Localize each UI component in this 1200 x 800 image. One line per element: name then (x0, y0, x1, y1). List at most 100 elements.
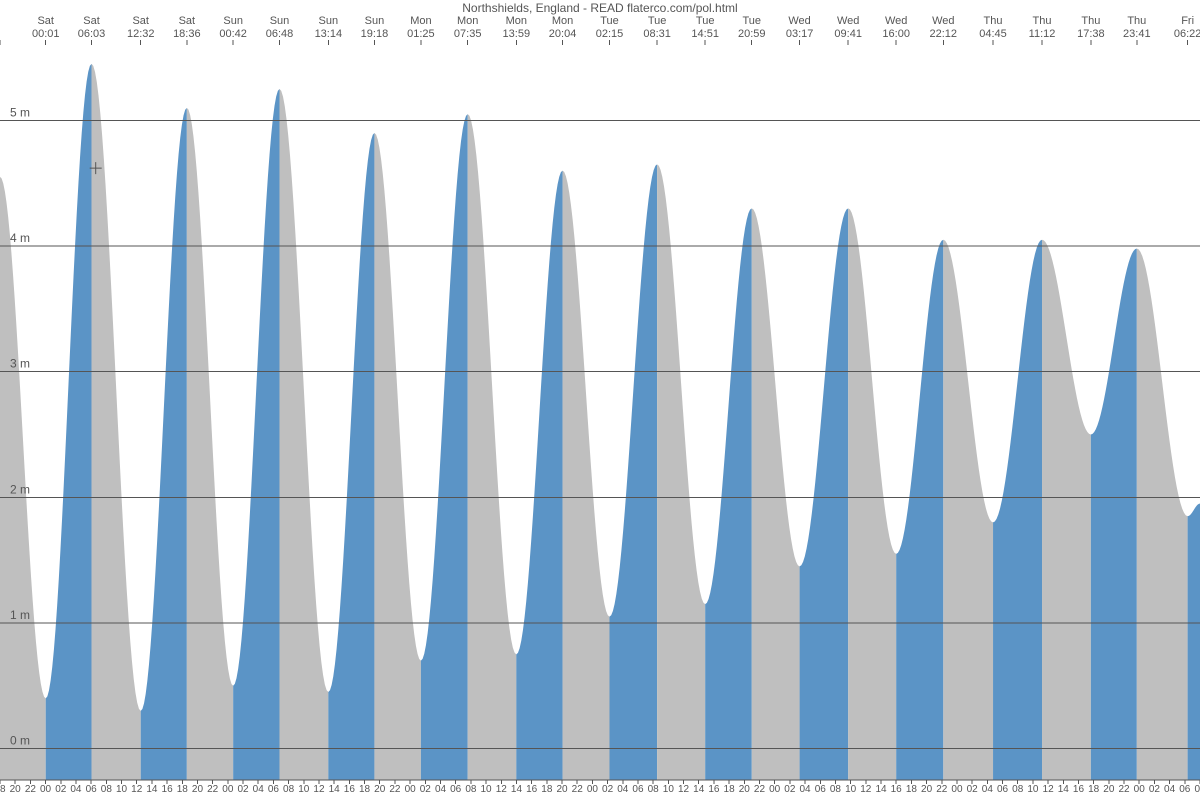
hour-label: 14 (693, 784, 705, 795)
top-label-time: 18:36 (173, 28, 201, 40)
hour-label: 10 (116, 784, 128, 795)
top-label-time: 09:41 (834, 28, 862, 40)
hour-label: 10 (481, 784, 493, 795)
top-label-day: Sat (37, 15, 54, 27)
top-label-day: Tue (742, 15, 761, 27)
hour-label: 22 (936, 784, 948, 795)
top-label-time: 06:48 (266, 28, 294, 40)
hour-label: 18 (906, 784, 918, 795)
top-label-day: Tue (648, 15, 667, 27)
hour-label: 20 (1103, 784, 1115, 795)
top-label-day: Sun (223, 15, 243, 27)
hour-label: 02 (784, 784, 796, 795)
top-label-time: 17:38 (1077, 28, 1105, 40)
top-label-time: 01:25 (407, 28, 435, 40)
hour-label: 02 (55, 784, 67, 795)
hour-label: 00 (769, 784, 781, 795)
y-axis-label: 3 m (10, 357, 30, 371)
hour-label: 20 (10, 784, 22, 795)
hour-label: 00 (40, 784, 52, 795)
hour-label: 04 (617, 784, 629, 795)
top-label-time: 04:45 (979, 28, 1007, 40)
hour-label: 06 (450, 784, 462, 795)
top-label-time: 08:31 (643, 28, 671, 40)
hour-label: 08 (465, 784, 477, 795)
top-label-time: 14:51 (691, 28, 719, 40)
top-label-time: 11:12 (1029, 28, 1056, 40)
top-label-time: 20:59 (738, 28, 766, 40)
hour-label: 02 (967, 784, 979, 795)
y-axis-label: 0 m (10, 734, 30, 748)
hour-label: 04 (253, 784, 265, 795)
hour-label: 04 (1164, 784, 1176, 795)
hour-label: 06 (815, 784, 827, 795)
hour-label: 18 (177, 784, 189, 795)
hour-label: 20 (192, 784, 204, 795)
hour-label: 20 (739, 784, 751, 795)
hour-label: 04 (800, 784, 812, 795)
hour-label: 00 (587, 784, 599, 795)
hour-label: 16 (708, 784, 720, 795)
hour-label: 22 (389, 784, 401, 795)
hour-label: 12 (496, 784, 508, 795)
top-label-day: Mon (552, 15, 573, 27)
hour-label: 18 (724, 784, 736, 795)
y-axis-label: 1 m (10, 608, 30, 622)
hour-label: 12 (313, 784, 325, 795)
hour-label: 06 (1179, 784, 1191, 795)
top-label-day: Mon (506, 15, 527, 27)
top-label-day: Sat (83, 15, 100, 27)
top-label-day: Wed (932, 15, 954, 27)
hour-label: 02 (420, 784, 432, 795)
hour-label: 20 (374, 784, 386, 795)
top-label-time: 02:15 (596, 28, 624, 40)
hour-label: 04 (435, 784, 447, 795)
hour-label: 22 (1118, 784, 1130, 795)
hour-label: 08 (1012, 784, 1024, 795)
hour-label: 06 (632, 784, 644, 795)
hour-label: 02 (602, 784, 614, 795)
hour-label: 18 (0, 784, 6, 795)
tide-rising-segment (1188, 504, 1200, 780)
hour-label: 02 (237, 784, 249, 795)
hour-label: 22 (754, 784, 766, 795)
hour-label: 10 (298, 784, 310, 795)
y-axis-label: 5 m (10, 105, 30, 119)
hour-label: 06 (997, 784, 1009, 795)
top-label-day: Fri (1181, 15, 1194, 27)
hour-label: 20 (556, 784, 568, 795)
top-label-time: 03:17 (786, 28, 814, 40)
top-label-day: Sun (365, 15, 385, 27)
hour-label: 04 (70, 784, 82, 795)
top-label-time: 13:59 (503, 28, 531, 40)
hour-label: 18 (359, 784, 371, 795)
top-label-day: Sun (319, 15, 339, 27)
top-label-time: 00:01 (32, 28, 60, 40)
hour-label: 08 (283, 784, 295, 795)
top-label-day: Wed (788, 15, 810, 27)
hour-label: 02 (1149, 784, 1161, 795)
top-label-day: Sun (270, 15, 290, 27)
top-label-day: Thu (1127, 15, 1146, 27)
top-label-day: Thu (984, 15, 1003, 27)
top-label-time: 12:32 (127, 28, 155, 40)
top-label-time: 07:35 (454, 28, 482, 40)
hour-label: 00 (951, 784, 963, 795)
hour-label: 12 (131, 784, 143, 795)
top-label-day: Mon (457, 15, 478, 27)
hour-label: 06 (86, 784, 98, 795)
y-axis-label: 4 m (10, 231, 30, 245)
hour-label: 14 (511, 784, 523, 795)
top-label-day: Sat (179, 15, 196, 27)
top-label-day: Thu (1033, 15, 1052, 27)
hour-label: 14 (146, 784, 158, 795)
top-label-day: Tue (696, 15, 715, 27)
hour-label: 00 (222, 784, 234, 795)
hour-label: 08 (101, 784, 113, 795)
top-label-time: 20:04 (549, 28, 577, 40)
top-label-day: Thu (1081, 15, 1100, 27)
hour-label: 12 (678, 784, 690, 795)
top-label-day: Wed (885, 15, 907, 27)
top-label-day: Mon (410, 15, 431, 27)
hour-label: 22 (25, 784, 37, 795)
